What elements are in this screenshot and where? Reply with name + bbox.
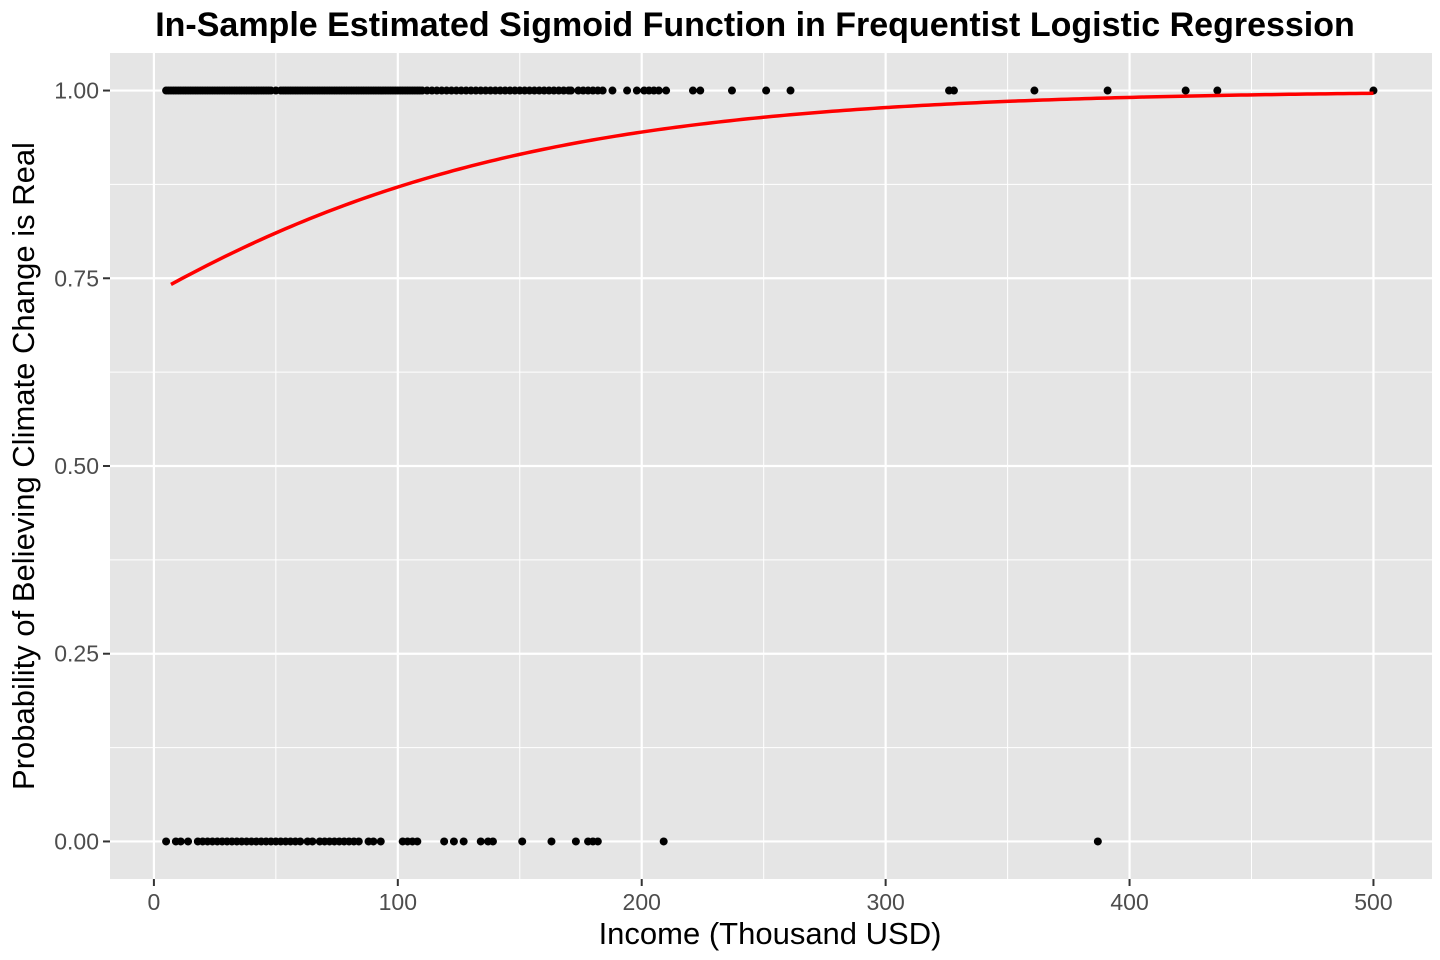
data-point: [449, 837, 458, 846]
y-tick-label: 1.00: [54, 78, 99, 104]
data-point: [488, 837, 497, 846]
x-axis: 0 100 200 300 400 500: [148, 879, 1393, 915]
data-point: [593, 837, 602, 846]
data-point: [608, 86, 617, 95]
x-tick-label: 0: [148, 889, 161, 915]
data-point: [440, 837, 449, 846]
sigmoid-curve: [170, 91, 1374, 286]
y-tick-label: 0.50: [54, 453, 99, 479]
data-point: [623, 86, 632, 95]
data-point: [632, 86, 641, 95]
x-tick-label: 100: [379, 889, 417, 915]
data-point: [459, 837, 468, 846]
data-point: [566, 86, 575, 95]
data-point: [184, 837, 193, 846]
x-tick-label: 500: [1354, 889, 1392, 915]
y-axis-title: Probability of Believing Climate Change …: [6, 142, 41, 790]
data-point: [1213, 86, 1222, 95]
x-axis-title: Income (Thousand USD): [599, 916, 942, 951]
data-point: [654, 86, 663, 95]
data-point: [369, 837, 378, 846]
data-point: [659, 837, 668, 846]
data-point: [696, 86, 705, 95]
data-point: [571, 837, 580, 846]
chart-title: In-Sample Estimated Sigmoid Function in …: [155, 6, 1355, 44]
data-point: [413, 837, 422, 846]
data-point: [662, 86, 671, 95]
data-point: [762, 86, 771, 95]
data-point: [1093, 837, 1102, 846]
data-point: [1030, 86, 1039, 95]
x-tick-label: 200: [623, 889, 661, 915]
data-point: [547, 837, 556, 846]
data-point: [1181, 86, 1190, 95]
data-point: [786, 86, 795, 95]
data-points: [162, 86, 1378, 846]
x-tick-label: 300: [866, 889, 904, 915]
data-point: [688, 86, 697, 95]
data-point: [598, 86, 607, 95]
y-tick-label: 0.75: [54, 265, 99, 291]
data-point: [476, 837, 485, 846]
data-point: [162, 837, 171, 846]
x-tick-label: 400: [1110, 889, 1148, 915]
data-point: [308, 837, 317, 846]
data-point: [176, 837, 185, 846]
data-point: [518, 837, 527, 846]
data-point: [1103, 86, 1112, 95]
y-tick-label: 0.00: [54, 828, 99, 854]
data-point: [727, 86, 736, 95]
y-axis: 0.00 0.25 0.50 0.75 1.00: [54, 78, 110, 854]
y-tick-label: 0.25: [54, 641, 99, 667]
data-point: [376, 837, 385, 846]
data-point: [949, 86, 958, 95]
data-point: [354, 837, 363, 846]
data-point: [296, 837, 305, 846]
